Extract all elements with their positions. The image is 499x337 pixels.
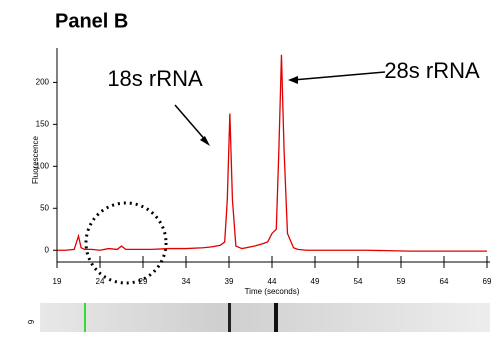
gel-marker bbox=[84, 303, 86, 332]
arrow-head bbox=[288, 76, 298, 84]
arrow bbox=[175, 105, 207, 142]
annotation: 18s rRNA bbox=[107, 66, 203, 91]
x-tick-label: 49 bbox=[311, 277, 320, 286]
chart: Panel B Fluorescence Time (seconds) 18s … bbox=[0, 0, 499, 332]
y-tick-label: 50 bbox=[40, 203, 49, 212]
x-tick-label: 64 bbox=[440, 277, 449, 286]
lane-label: 6 bbox=[26, 320, 35, 325]
y-tick-label: 100 bbox=[36, 161, 50, 170]
highlight-circle bbox=[86, 203, 166, 283]
x-axis-label: Time (seconds) bbox=[245, 287, 300, 296]
y-tick-label: 0 bbox=[45, 245, 50, 254]
annotation: 28s rRNA bbox=[384, 58, 480, 83]
x-tick-label: 19 bbox=[53, 277, 62, 286]
x-tick-label: 24 bbox=[96, 277, 105, 286]
y-tick-label: 150 bbox=[36, 119, 50, 128]
x-tick-label: 69 bbox=[483, 277, 492, 286]
x-tick-label: 44 bbox=[268, 277, 277, 286]
chart-title: Panel B bbox=[55, 10, 128, 32]
gel-band bbox=[274, 303, 278, 332]
arrow bbox=[293, 72, 385, 80]
x-tick-label: 29 bbox=[139, 277, 148, 286]
x-tick-label: 34 bbox=[182, 277, 191, 286]
x-tick-label: 39 bbox=[225, 277, 234, 286]
arrow-head bbox=[200, 136, 210, 146]
y-axis-label: Fluorescence bbox=[31, 135, 40, 184]
gel-band bbox=[228, 303, 231, 332]
gel-lane bbox=[40, 303, 490, 332]
x-tick-label: 54 bbox=[354, 277, 363, 286]
x-tick-label: 59 bbox=[397, 277, 406, 286]
y-tick-label: 200 bbox=[36, 78, 50, 87]
